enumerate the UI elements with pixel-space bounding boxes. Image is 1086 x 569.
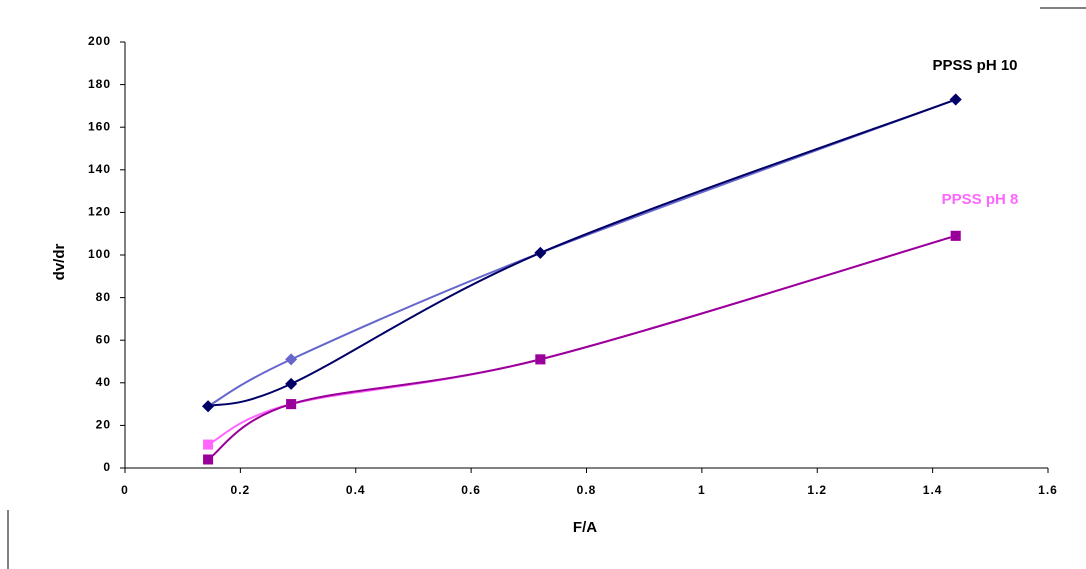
y-tick-label: 200 bbox=[88, 34, 111, 48]
y-tick-label: 80 bbox=[96, 290, 111, 304]
y-axis-title: dv/dr bbox=[51, 244, 68, 281]
chart: dv/dr F/A PPSS pH 10 PPSS pH 8 0 20 40 60 80… bbox=[0, 0, 1086, 569]
marker bbox=[535, 354, 545, 364]
x-tick-label: 1.2 bbox=[807, 483, 827, 497]
x-tick-label: 1.6 bbox=[1038, 483, 1058, 497]
y-tick-label: 60 bbox=[96, 332, 111, 346]
y-tick-label: 180 bbox=[88, 77, 111, 91]
marker bbox=[203, 440, 213, 450]
x-axis-title: F/A bbox=[573, 519, 597, 536]
y-tick-label: 160 bbox=[88, 119, 111, 133]
y-tick-label: 120 bbox=[88, 205, 111, 219]
marker bbox=[951, 231, 961, 241]
y-tick-label: 40 bbox=[96, 375, 111, 389]
x-tick-label: 0.6 bbox=[461, 483, 481, 497]
annotation: PPSS pH 10 bbox=[932, 57, 1017, 74]
y-tick-label: 140 bbox=[88, 162, 111, 176]
x-tick-label: 0.2 bbox=[231, 483, 251, 497]
annotation: PPSS pH 8 bbox=[942, 191, 1019, 208]
x-tick-label: 0.4 bbox=[346, 483, 366, 497]
x-tick-label: 0 bbox=[121, 483, 129, 497]
y-tick-label: 0 bbox=[103, 460, 111, 474]
marker bbox=[203, 454, 213, 464]
x-tick-label: 1 bbox=[698, 483, 706, 497]
x-tick-label: 0.8 bbox=[577, 483, 597, 497]
x-tick-label: 1.4 bbox=[923, 483, 943, 497]
marker bbox=[286, 399, 296, 409]
y-tick-label: 100 bbox=[88, 247, 111, 261]
y-tick-label: 20 bbox=[96, 418, 111, 432]
